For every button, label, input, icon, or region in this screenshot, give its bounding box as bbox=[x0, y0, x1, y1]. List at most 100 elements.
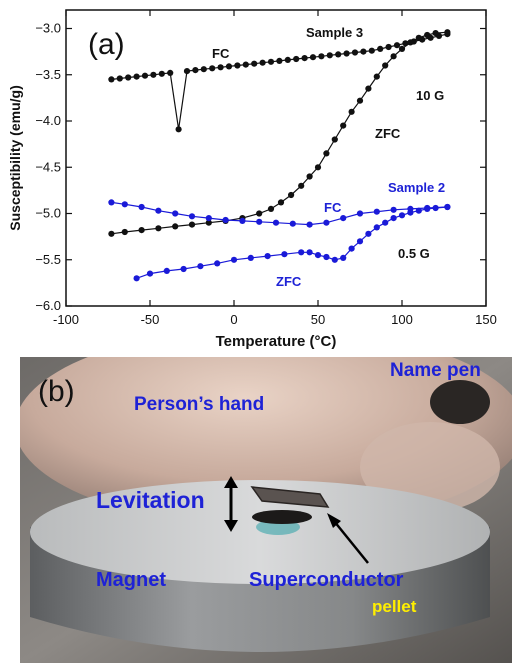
magnet-top bbox=[30, 480, 490, 584]
sample-2-fc-point bbox=[155, 207, 162, 214]
sample-3-fc-point bbox=[183, 68, 191, 75]
sample-2-zfc-point bbox=[348, 245, 355, 252]
sample-2-fc-point bbox=[188, 213, 196, 220]
sample-3-fc-point bbox=[141, 72, 149, 79]
sample-3-zfc-point bbox=[323, 150, 330, 157]
sample-2-fc-point bbox=[239, 217, 246, 224]
sample-3-zfc-point bbox=[138, 227, 145, 234]
superconductor-pointer-line bbox=[333, 520, 369, 564]
data-series bbox=[108, 29, 451, 282]
x-tick-label: -100 bbox=[53, 312, 79, 327]
sample-2-zfc-point bbox=[214, 260, 221, 267]
sample-3-fc-point bbox=[209, 65, 216, 72]
sample-3-zfc-point bbox=[340, 122, 347, 129]
sample-2-zfc-point bbox=[133, 275, 140, 282]
sample-2-fc-point bbox=[323, 219, 330, 226]
x-tick-label: 100 bbox=[391, 312, 413, 327]
sample-3-fc-point bbox=[175, 126, 182, 133]
sample-3-zfc-point bbox=[277, 199, 285, 206]
sample-3-zfc-point bbox=[306, 173, 313, 180]
sample-3-zfc-point bbox=[398, 45, 406, 53]
sample-3-zfc-point bbox=[121, 228, 128, 236]
plot-frame bbox=[65, 9, 487, 307]
sample-2-fc-point bbox=[373, 208, 380, 215]
sample-2-fc-point bbox=[340, 215, 347, 222]
sample-3-fc-point bbox=[158, 70, 165, 77]
y-tick-label: −4.0 bbox=[35, 113, 61, 128]
magnet-label: Magnet bbox=[96, 569, 166, 591]
sample-2-zfc-point bbox=[365, 230, 372, 237]
sample-3-zfc-point bbox=[256, 210, 263, 217]
sample-2-fc-point bbox=[306, 221, 313, 228]
x-tick-label: 0 bbox=[230, 312, 237, 327]
sample-3-fc-point bbox=[385, 43, 392, 51]
sample-3-zfc-point bbox=[205, 219, 212, 226]
sample-3-fc-point bbox=[343, 50, 350, 57]
sample-3-zfc-point bbox=[382, 62, 389, 69]
field-10g-label: 10 G bbox=[416, 88, 444, 103]
sample-3-fc-point bbox=[393, 42, 401, 49]
y-tick-label: −3.5 bbox=[35, 67, 61, 82]
sample-3-zfc-point bbox=[365, 85, 372, 92]
sample-2-zfc-point bbox=[247, 254, 254, 261]
sample-3-zfc-point bbox=[108, 230, 115, 237]
sample-3-zfc-point bbox=[298, 182, 305, 189]
sample-2-zfc-point bbox=[298, 249, 305, 256]
pellet-label: pellet bbox=[372, 597, 417, 616]
sample-2-zfc-point bbox=[424, 205, 431, 212]
sample-2-fc-point bbox=[272, 219, 280, 226]
sample-3-fc-point bbox=[368, 47, 375, 54]
sample-2-fc-point bbox=[222, 216, 229, 224]
sample-2-zfc-point bbox=[373, 224, 380, 231]
sample-3-fc-point bbox=[309, 54, 317, 61]
sample-3-fc-point bbox=[242, 61, 249, 68]
sample-2-zfc-point bbox=[432, 204, 439, 212]
sample-3-zfc-point bbox=[348, 108, 355, 115]
y-tick-label: −6.0 bbox=[35, 298, 61, 313]
sample-3-fc-point bbox=[301, 55, 308, 62]
pellet-shadow bbox=[252, 510, 312, 524]
sample-2-zfc-point bbox=[314, 252, 322, 259]
sample-3-fc-point bbox=[225, 63, 233, 70]
sample-3-fc-point bbox=[335, 51, 342, 58]
superconductor-pellet bbox=[250, 486, 330, 508]
sample-2-zfc-point bbox=[163, 267, 170, 274]
levitation-photo: (b) Name pen Person’s hand Levitation Ma… bbox=[20, 357, 512, 663]
sample-3-fc-point bbox=[150, 71, 157, 78]
sample-3-fc-point bbox=[116, 75, 123, 82]
sample-3-fc-point bbox=[284, 56, 291, 64]
sample-3-zfc-point bbox=[314, 164, 322, 171]
y-tick-label: −4.5 bbox=[35, 159, 61, 174]
y-tick-label: −5.0 bbox=[35, 206, 61, 221]
x-tick-label: 150 bbox=[475, 312, 497, 327]
superconductor-label: Superconductor bbox=[249, 569, 404, 591]
sample-3-zfc-point bbox=[267, 205, 275, 212]
levitation-arrow-up-head bbox=[224, 476, 238, 488]
fc-label-sample3: FC bbox=[212, 46, 230, 61]
sample-2-fc-point bbox=[138, 203, 145, 211]
sample-3-zfc-point bbox=[373, 73, 380, 80]
sample-3-zfc-point bbox=[407, 39, 414, 46]
sample-2-zfc-point bbox=[197, 263, 204, 270]
sample-2-zfc-point bbox=[323, 253, 330, 261]
sample-3-zfc-point bbox=[415, 34, 422, 41]
sample-3-fc-point bbox=[360, 48, 367, 55]
superconductor-pointer-head bbox=[327, 513, 341, 528]
sample-3-fc-point bbox=[318, 53, 325, 60]
sample-2-zfc-point bbox=[398, 212, 406, 219]
sample-3-fc-point bbox=[326, 52, 333, 59]
sample-2-zfc-point bbox=[180, 265, 187, 273]
sample-3-fc-point bbox=[351, 49, 359, 56]
sample-3-fc-point bbox=[133, 73, 140, 80]
sample-2-zfc-point bbox=[264, 253, 271, 260]
finger-shape bbox=[360, 422, 500, 512]
panel-b-label: (b) bbox=[38, 375, 75, 408]
axes: -100 -50 0 50 100 150 −6.0 −5.5 −5.0 −4.5 −4.0 −3.5… bbox=[35, 10, 497, 327]
sample-3-zfc-point bbox=[356, 97, 364, 104]
sample-2-zfc-point bbox=[382, 219, 389, 226]
sample-3-fc-point bbox=[377, 45, 384, 53]
sample-3-fc-point bbox=[192, 67, 199, 74]
sample-3-fc-point bbox=[234, 62, 241, 69]
sample-3-zfc-point bbox=[432, 29, 439, 37]
sample-3-zfc-point bbox=[390, 53, 397, 60]
